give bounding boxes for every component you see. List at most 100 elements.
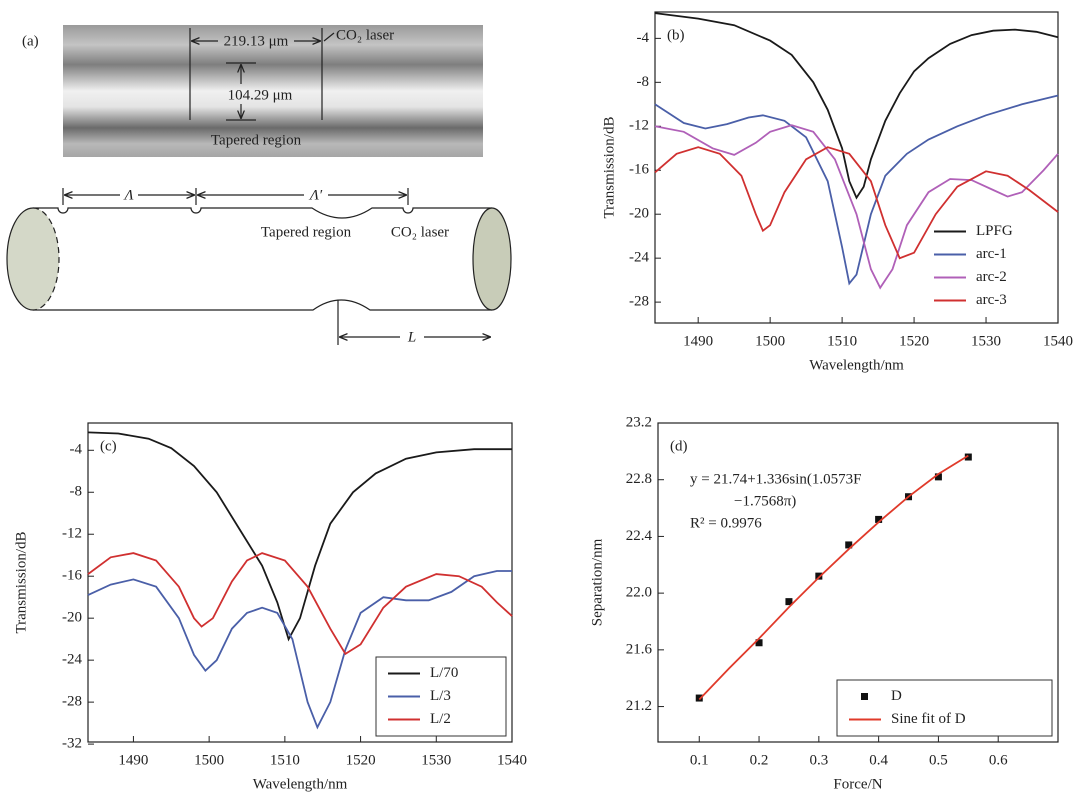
legend-label: Sine fit of D	[891, 711, 966, 727]
series-line	[87, 431, 512, 642]
panel-label: (b)	[667, 27, 685, 43]
point	[755, 639, 763, 647]
y-tick-label: -12	[629, 118, 649, 134]
y-axis-label: Transmission/dB	[601, 117, 617, 219]
y-tick-label: 22.8	[626, 471, 652, 487]
plot-frame	[657, 422, 1059, 743]
pointer	[323, 32, 335, 42]
y-tick-label: -20	[62, 610, 82, 626]
period-label: Λ	[122, 187, 133, 203]
legend-label: D	[891, 688, 902, 704]
y-tick-label: 21.6	[626, 641, 653, 657]
x-tick-label: 0.5	[929, 752, 948, 768]
series-line	[87, 552, 513, 656]
y-tick-label: 23.2	[626, 414, 652, 430]
x-tick-label: 1500	[755, 333, 785, 349]
fiber-end	[32, 207, 60, 311]
x-tick-label: 1510	[827, 333, 857, 349]
y-axis-label: Separation/nm	[589, 538, 605, 626]
x-axis-label: Force/N	[833, 776, 882, 792]
legend-swatch	[861, 693, 868, 700]
y-axis-label: Transmission/dB	[13, 532, 29, 634]
x-tick-label: 0.6	[989, 752, 1008, 768]
annotation: y = 21.74+1.336sin(1.0573F	[690, 471, 862, 487]
plot-frame	[87, 422, 513, 743]
x-axis-label: Wavelength/nm	[253, 776, 348, 792]
series-line	[698, 454, 969, 701]
photo	[63, 25, 483, 157]
length-label: L	[407, 329, 416, 345]
legend-label: arc-1	[976, 246, 1007, 262]
series-line	[87, 570, 512, 730]
legend-label: L/2	[430, 711, 451, 727]
y-tick-label: -32	[62, 736, 82, 752]
point	[695, 694, 703, 702]
fiber-top	[33, 207, 492, 219]
y-tick-label: -4	[70, 442, 83, 458]
y-tick-label: -28	[629, 294, 649, 310]
panel-label: (d)	[670, 438, 688, 454]
legend-frame	[836, 679, 1053, 737]
x-tick-label: 1520	[899, 333, 929, 349]
y-tick-label: -16	[62, 568, 82, 584]
x-tick-label: 1500	[194, 752, 224, 768]
dimension-label: 104.29 μm	[228, 87, 293, 103]
legend-label: arc-3	[976, 292, 1007, 308]
x-tick-label: 1540	[1043, 333, 1073, 349]
y-tick-label: -24	[629, 250, 649, 266]
point	[785, 598, 793, 606]
x-tick-label: 1540	[497, 752, 527, 768]
legend-label: arc-2	[976, 269, 1007, 285]
legend-label: L/3	[430, 688, 451, 704]
x-tick-label: 0.2	[750, 752, 769, 768]
y-tick-label: 22.4	[626, 528, 653, 544]
period-label: Λ′	[308, 187, 323, 203]
y-tick-label: -12	[62, 526, 82, 542]
dimension-label: 219.13 μm	[224, 33, 289, 49]
panel-a: (a) 219.13 μm CO₂ laser 104.29 μm Tapere…	[6, 25, 512, 345]
legend-label: L/70	[430, 665, 458, 681]
x-axis-label: Wavelength/nm	[809, 357, 904, 373]
x-tick-label: 1490	[118, 752, 148, 768]
panel-label: (c)	[100, 438, 117, 454]
x-tick-label: 0.4	[869, 752, 888, 768]
y-tick-label: -8	[637, 74, 650, 90]
series-line	[654, 146, 1059, 260]
x-tick-label: 1530	[971, 333, 1001, 349]
x-tick-label: 0.3	[809, 752, 828, 768]
y-tick-label: 21.2	[626, 698, 652, 714]
panel-label: (a)	[22, 33, 39, 49]
point	[875, 515, 883, 523]
region-label: Tapered region	[261, 224, 352, 240]
x-tick-label: 1490	[683, 333, 713, 349]
fiber-end	[6, 207, 34, 311]
plot-frame	[654, 11, 1059, 324]
point	[934, 473, 942, 481]
laser-label: CO₂ laser	[336, 27, 394, 43]
x-tick-label: 1510	[270, 752, 300, 768]
y-tick-label: -16	[629, 162, 649, 178]
y-tick-label: -8	[70, 484, 83, 500]
y-tick-label: 22.0	[626, 585, 652, 601]
x-tick-label: 0.1	[690, 752, 709, 768]
y-tick-label: -20	[629, 206, 649, 222]
fiber-bottom	[33, 299, 492, 311]
series-line	[654, 12, 1059, 200]
point	[845, 541, 853, 549]
annotation: −1.7568π)	[734, 493, 796, 509]
legend-label: LPFG	[976, 223, 1013, 239]
y-tick-label: -28	[62, 694, 82, 710]
y-tick-label: -4	[637, 30, 650, 46]
laser-label: CO₂ laser	[391, 224, 449, 240]
point	[815, 572, 823, 580]
series-line	[654, 94, 1059, 286]
region-label: Tapered region	[211, 132, 302, 148]
x-tick-label: 1520	[346, 752, 376, 768]
series-line	[654, 124, 1059, 290]
fiber-end	[472, 207, 512, 311]
annotation: R² = 0.9976	[690, 515, 762, 531]
y-tick-label: -24	[62, 652, 82, 668]
x-tick-label: 1530	[421, 752, 451, 768]
point	[964, 453, 972, 461]
